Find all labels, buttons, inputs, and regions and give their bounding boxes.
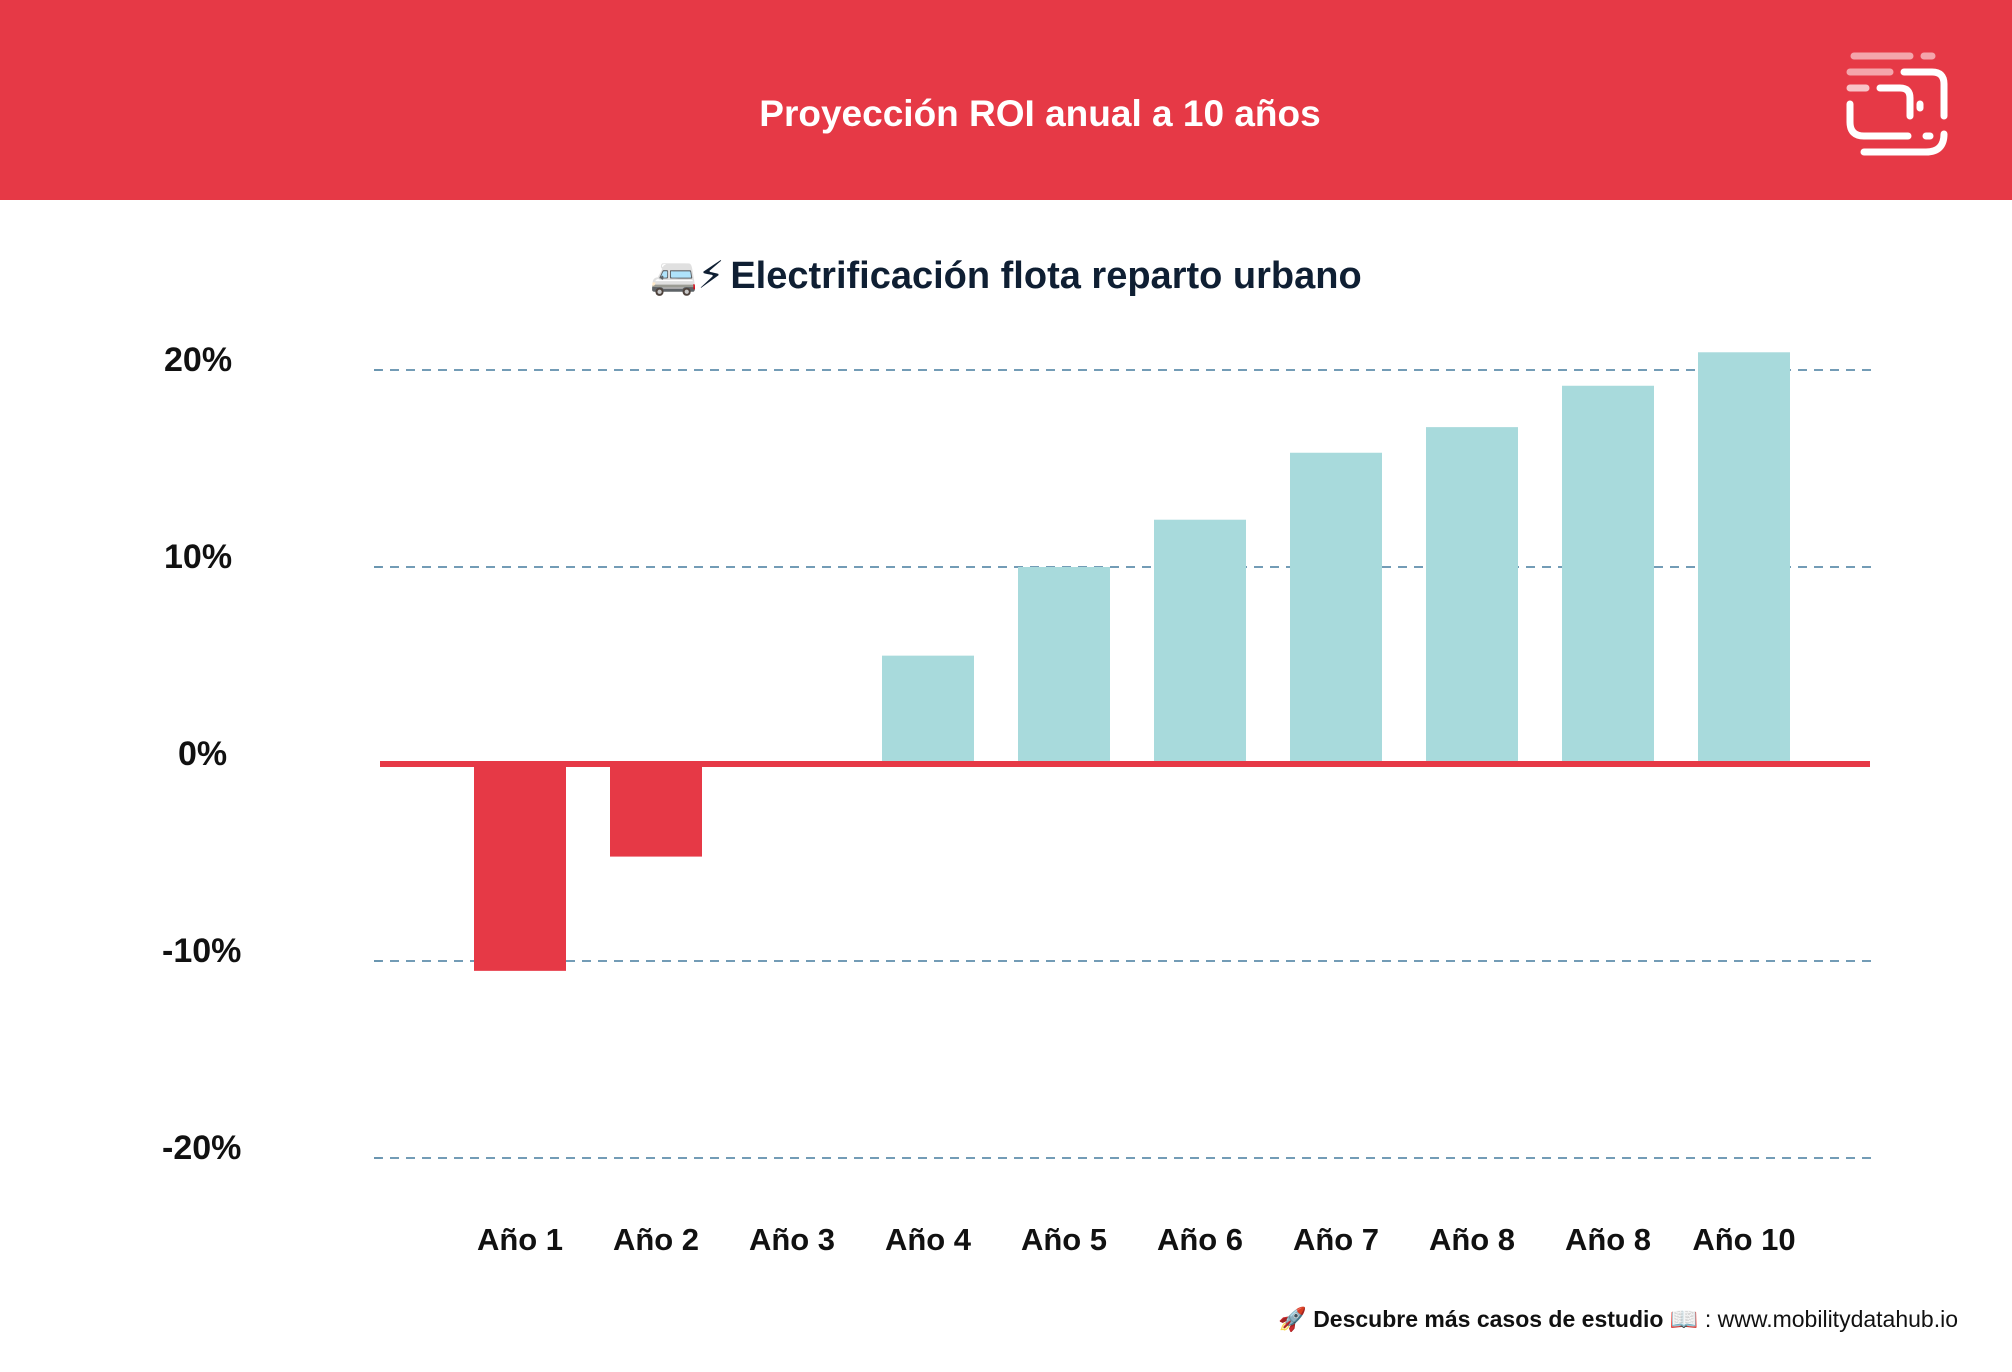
bar [1698,352,1790,764]
x-tick-label: Año 2 [612,1222,700,1257]
x-tick-label: Año 7 [1292,1222,1380,1257]
footer-separator: : [1698,1306,1718,1332]
y-tick-label: -10% [162,932,242,970]
chart-title-text: Electrificación flota reparto urbano [730,255,1362,297]
y-tick-label: 0% [178,735,228,773]
van-lightning-icon: 🚐⚡ [650,255,725,297]
x-tick-label: Año 10 [1692,1222,1796,1257]
footer: 🚀 Descubre más casos de estudio 📖 : www.… [1278,1302,1958,1336]
x-tick-label: Año 1 [476,1222,564,1257]
x-tick-label: Año 8 [1428,1222,1516,1257]
bar [1154,519,1246,764]
header-banner: Proyección ROI anual a 10 años [0,0,2012,200]
bar [1562,385,1654,764]
rocket-icon: 🚀 [1278,1306,1307,1332]
footer-cta: Descubre más casos de estudio [1313,1306,1664,1332]
bar [1018,567,1110,764]
bar [882,655,974,764]
bar [1426,427,1518,764]
x-tick-label: Año 6 [1156,1222,1244,1257]
x-tick-label: Año 5 [1020,1222,1108,1257]
x-tick-label: Año 3 [748,1222,836,1257]
footer-url[interactable]: www.mobilitydatahub.io [1717,1306,1958,1332]
y-tick-label: 20% [164,341,233,379]
y-tick-label: -20% [162,1129,242,1167]
chart-title: 🚐⚡ Electrificación flota reparto urbano [0,248,2012,304]
y-tick-label: 10% [164,538,233,576]
bar [474,764,566,971]
x-tick-label: Año 4 [884,1222,972,1257]
book-icon: 📖 [1669,1306,1699,1332]
x-tick-label: Año 8 [1564,1222,1652,1257]
brand-logo-icon [1840,46,1956,160]
bar [610,764,702,857]
header-title: Proyección ROI anual a 10 años [759,93,1321,134]
bar [1290,452,1382,764]
